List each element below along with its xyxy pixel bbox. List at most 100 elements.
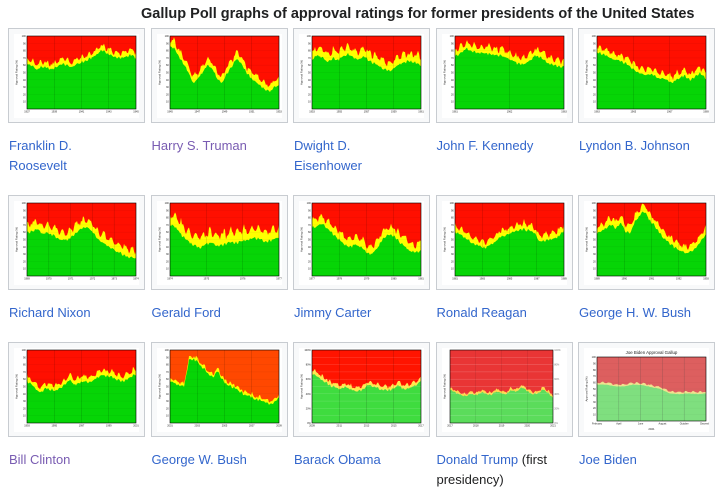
x-tick-label: June: [638, 422, 644, 425]
president-link-gerald-ford[interactable]: Gerald Ford: [151, 305, 221, 320]
president-link-joe-biden[interactable]: Joe Biden: [579, 452, 637, 467]
y-axis-label: Approval Rating (%): [157, 373, 161, 398]
y-axis-label: Approval Rating (%): [584, 376, 588, 401]
president-link-donald-trump[interactable]: Donald Trump: [436, 452, 519, 467]
y-axis-label: Approval Rating (%): [157, 59, 161, 84]
approval-chart-barack-obama[interactable]: 2009 2011 2013 2015 2017 100% 80% 60% 40% 20% 0% Ap…: [299, 347, 424, 432]
y-tick-label: 50: [23, 71, 26, 74]
y-tick-label: 20: [23, 407, 26, 410]
y-tick-label: 90: [451, 209, 454, 212]
president-link-ronald-reagan[interactable]: Ronald Reagan: [436, 305, 527, 320]
x-tick-label: 1967: [667, 110, 673, 113]
x-tick-label: 1951: [248, 110, 254, 113]
x-tick-label: February: [592, 422, 603, 425]
approval-chart-jimmy-carter[interactable]: 1977 1978 1979 1980 1981 100 90 80 70 60 50 40 30 20 1…: [299, 200, 424, 285]
y-tick-label: 10: [593, 413, 596, 416]
x-tick-label: 1976: [239, 277, 245, 280]
x-tick-label: 1973: [111, 277, 117, 280]
y-tick-label: 30: [23, 253, 26, 256]
president-link-george-w-bush[interactable]: George W. Bush: [151, 452, 247, 467]
y-tick-label: 10: [593, 267, 596, 270]
x-tick-label: 1963: [561, 110, 567, 113]
y-axis-label: Approval Rating (%): [584, 226, 588, 251]
x-tick-label: 1997: [79, 424, 85, 427]
gallery-item-richard-nixon: 1969 1970 1971 1972 1973 1974 100 90 80 70 60 50 40 3…: [8, 195, 146, 320]
y-tick-label: 20: [451, 93, 454, 96]
y-tick-label: 10: [451, 100, 454, 103]
x-tick-label: 1947: [194, 110, 200, 113]
y-tick-label: 70: [23, 370, 26, 373]
chart-thumbnail-frame: 1963 1965 1967 1969 100 90 80 70 60 50 40 30 20 10 App…: [578, 28, 715, 123]
x-tick-label: 1959: [391, 110, 397, 113]
president-link-dwight-d-eisenhower[interactable]: Dwight D. Eisenhower: [294, 138, 362, 174]
president-link-john-f-kennedy[interactable]: John F. Kennedy: [436, 138, 534, 153]
y-tick-label: 60: [593, 381, 596, 384]
chart-thumbnail-frame: 2001 2003 2005 2007 2009 100 90 80 70 60 50 40 30 20 1…: [150, 342, 288, 437]
caption: Joe Biden: [579, 450, 699, 470]
x-axis-label: 2021: [648, 426, 655, 430]
gallery-item-lyndon-b-johnson: 1963 1965 1967 1969 100 90 80 70 60 50 40 30 20 10 App…: [578, 28, 716, 153]
gallery-item-george-w-bush: 2001 2003 2005 2007 2009 100 90 80 70 60 50 40 30 20 1…: [150, 342, 289, 467]
y-tick-label: 40: [308, 245, 311, 248]
caption: George H. W. Bush: [579, 303, 699, 323]
y-tick-label: 30: [308, 86, 311, 89]
president-link-lyndon-b-johnson[interactable]: Lyndon B. Johnson: [579, 138, 690, 153]
y-tick-label: 70: [23, 223, 26, 226]
approval-chart-richard-nixon[interactable]: 1969 1970 1971 1972 1973 1974 100 90 80 70 60 50 40 3…: [14, 200, 139, 285]
y-tick-label: 10: [23, 100, 26, 103]
x-tick-label: 1999: [106, 424, 112, 427]
approval-chart-george-h-w-bush[interactable]: 1989 1990 1991 1992 1993 100 90 80 70 60 50 40 30 20 1…: [584, 200, 709, 285]
x-tick-label: 1978: [336, 277, 342, 280]
approval-chart-donald-trump[interactable]: 2017 2018 2019 2020 2021 100% 80% 60% 40% 20% 0% Ap…: [441, 347, 567, 432]
y-tick-label: 100: [592, 202, 597, 205]
y-tick-label: 50: [166, 238, 169, 241]
y-tick-label: 90: [166, 209, 169, 212]
x-tick-label: 1981: [418, 277, 424, 280]
gallery-item-john-f-kennedy: 1961 1962 1963 100 90 80 70 60 50 40 30 20 10 Approva…: [435, 28, 574, 153]
president-link-harry-s-truman[interactable]: Harry S. Truman: [151, 138, 247, 153]
y-tick-label: 40: [308, 78, 311, 81]
approval-chart-harry-s-truman[interactable]: 1945 1947 1949 1951 1953 100 90 80 70 60 50 40 30 20 1…: [156, 33, 282, 118]
y-tick-label: 70: [308, 56, 311, 59]
x-tick-label: 1949: [221, 110, 227, 113]
approval-chart-john-f-kennedy[interactable]: 1961 1962 1963 100 90 80 70 60 50 40 30 20 10 Approva…: [441, 33, 567, 118]
president-link-richard-nixon[interactable]: Richard Nixon: [9, 305, 91, 320]
approval-chart-gerald-ford[interactable]: 1974 1975 1976 1977 100 90 80 70 60 50 40 30 20 10 App…: [156, 200, 282, 285]
x-tick-label: 2018: [472, 424, 478, 427]
x-tick-label: 1991: [649, 277, 655, 280]
president-link-george-h-w-bush[interactable]: George H. W. Bush: [579, 305, 691, 320]
y-tick-label: 10: [166, 414, 169, 417]
caption: John F. Kennedy: [437, 136, 557, 156]
approval-chart-franklin-d-roosevelt[interactable]: 1937 1939 1941 1943 1945 100 90 80 70 60 50 40 30 20 1…: [14, 33, 139, 118]
approval-chart-lyndon-b-johnson[interactable]: 1963 1965 1967 1969 100 90 80 70 60 50 40 30 20 10 App…: [584, 33, 709, 118]
president-link-bill-clinton[interactable]: Bill Clinton: [9, 452, 71, 467]
gallery-item-bill-clinton: 1993 1995 1997 1999 2001 100 90 80 70 60 50 40 30 20 1…: [8, 342, 146, 467]
y-tick-label: 50: [451, 71, 454, 74]
y-tick-label: 60: [451, 64, 454, 67]
president-link-franklin-d-roosevelt[interactable]: Franklin D. Roosevelt: [9, 138, 72, 174]
x-tick-label: 2009: [276, 424, 282, 427]
x-tick-label: 2001: [167, 424, 173, 427]
caption: Bill Clinton: [9, 450, 129, 470]
approval-chart-bill-clinton[interactable]: 1993 1995 1997 1999 2001 100 90 80 70 60 50 40 30 20 1…: [14, 347, 139, 432]
approval-chart-george-w-bush[interactable]: 2001 2003 2005 2007 2009 100 90 80 70 60 50 40 30 20 1…: [156, 347, 282, 432]
x-tick-label: 1974: [133, 277, 139, 280]
y-tick-label: 20: [593, 407, 596, 410]
y-tick-label: 20%: [554, 407, 560, 410]
x-tick-label: 1957: [364, 110, 370, 113]
caption: Harry S. Truman: [152, 136, 272, 156]
president-link-jimmy-carter[interactable]: Jimmy Carter: [294, 305, 372, 320]
x-tick-label: 2019: [498, 424, 504, 427]
president-link-barack-obama[interactable]: Barack Obama: [294, 452, 381, 467]
approval-chart-ronald-reagan[interactable]: 1981 1983 1985 1987 1989 100 90 80 70 60 50 40 30 20 1…: [441, 200, 567, 285]
y-tick-label: 50: [308, 238, 311, 241]
x-tick-label: 1943: [106, 110, 112, 113]
y-tick-label: 60: [166, 231, 169, 234]
y-tick-label: 80%: [554, 363, 560, 366]
approval-chart-joe-biden[interactable]: February April June August October December 10…: [584, 347, 709, 432]
y-tick-label: 40: [451, 245, 454, 248]
y-tick-label: 60%: [306, 378, 312, 381]
approval-chart-dwight-d-eisenhower[interactable]: 1953 1955 1957 1959 1961 100 90 80 70 60 50 40 30 20 1…: [299, 33, 424, 118]
x-tick-label: 1993: [703, 277, 709, 280]
y-tick-label: 90: [308, 209, 311, 212]
